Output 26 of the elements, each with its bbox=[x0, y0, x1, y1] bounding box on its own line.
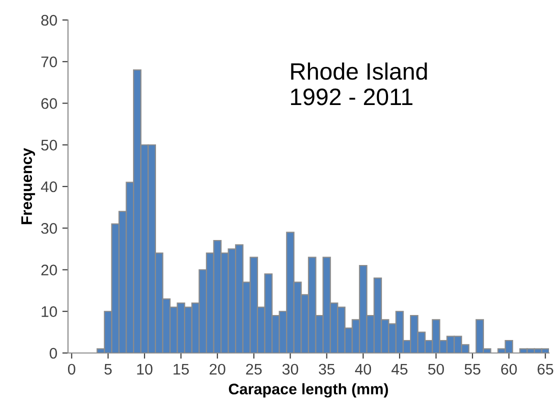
y-tick-label: 10 bbox=[42, 306, 57, 318]
x-tick-label: 25 bbox=[246, 364, 262, 375]
x-tick-label: 45 bbox=[391, 364, 408, 375]
x-tick-label: 65 bbox=[538, 364, 554, 375]
x-tick-label: 55 bbox=[464, 364, 480, 375]
x-tick-label: 50 bbox=[428, 364, 444, 375]
x-axis-title: Carapace length (mm) bbox=[228, 383, 388, 398]
y-tick-label: 30 bbox=[41, 222, 57, 234]
x-tick-label: 0 bbox=[68, 364, 76, 375]
y-tick-label: 20 bbox=[41, 264, 57, 276]
x-tick-label: 15 bbox=[174, 364, 189, 375]
x-tick-label: 20 bbox=[210, 364, 226, 375]
y-axis-title: Frequency bbox=[21, 148, 36, 224]
y-tick-label: 50 bbox=[41, 140, 57, 151]
y-tick-label: 80 bbox=[41, 14, 57, 26]
y-tick-label: 60 bbox=[41, 98, 57, 109]
x-tick-label: 5 bbox=[104, 364, 112, 375]
x-tick-label: 30 bbox=[282, 364, 298, 375]
y-tick-label: 70 bbox=[41, 56, 57, 68]
x-tick-label: 10 bbox=[137, 364, 152, 375]
x-tick-label: 60 bbox=[501, 364, 517, 375]
y-tick-label: 40 bbox=[40, 181, 57, 192]
x-tick-label: 40 bbox=[355, 364, 372, 375]
annotation: Rhode Island 1992 - 2011 bbox=[291, 62, 427, 106]
x-tick-label: 35 bbox=[318, 364, 335, 375]
y-tick-label: 0 bbox=[50, 348, 57, 359]
